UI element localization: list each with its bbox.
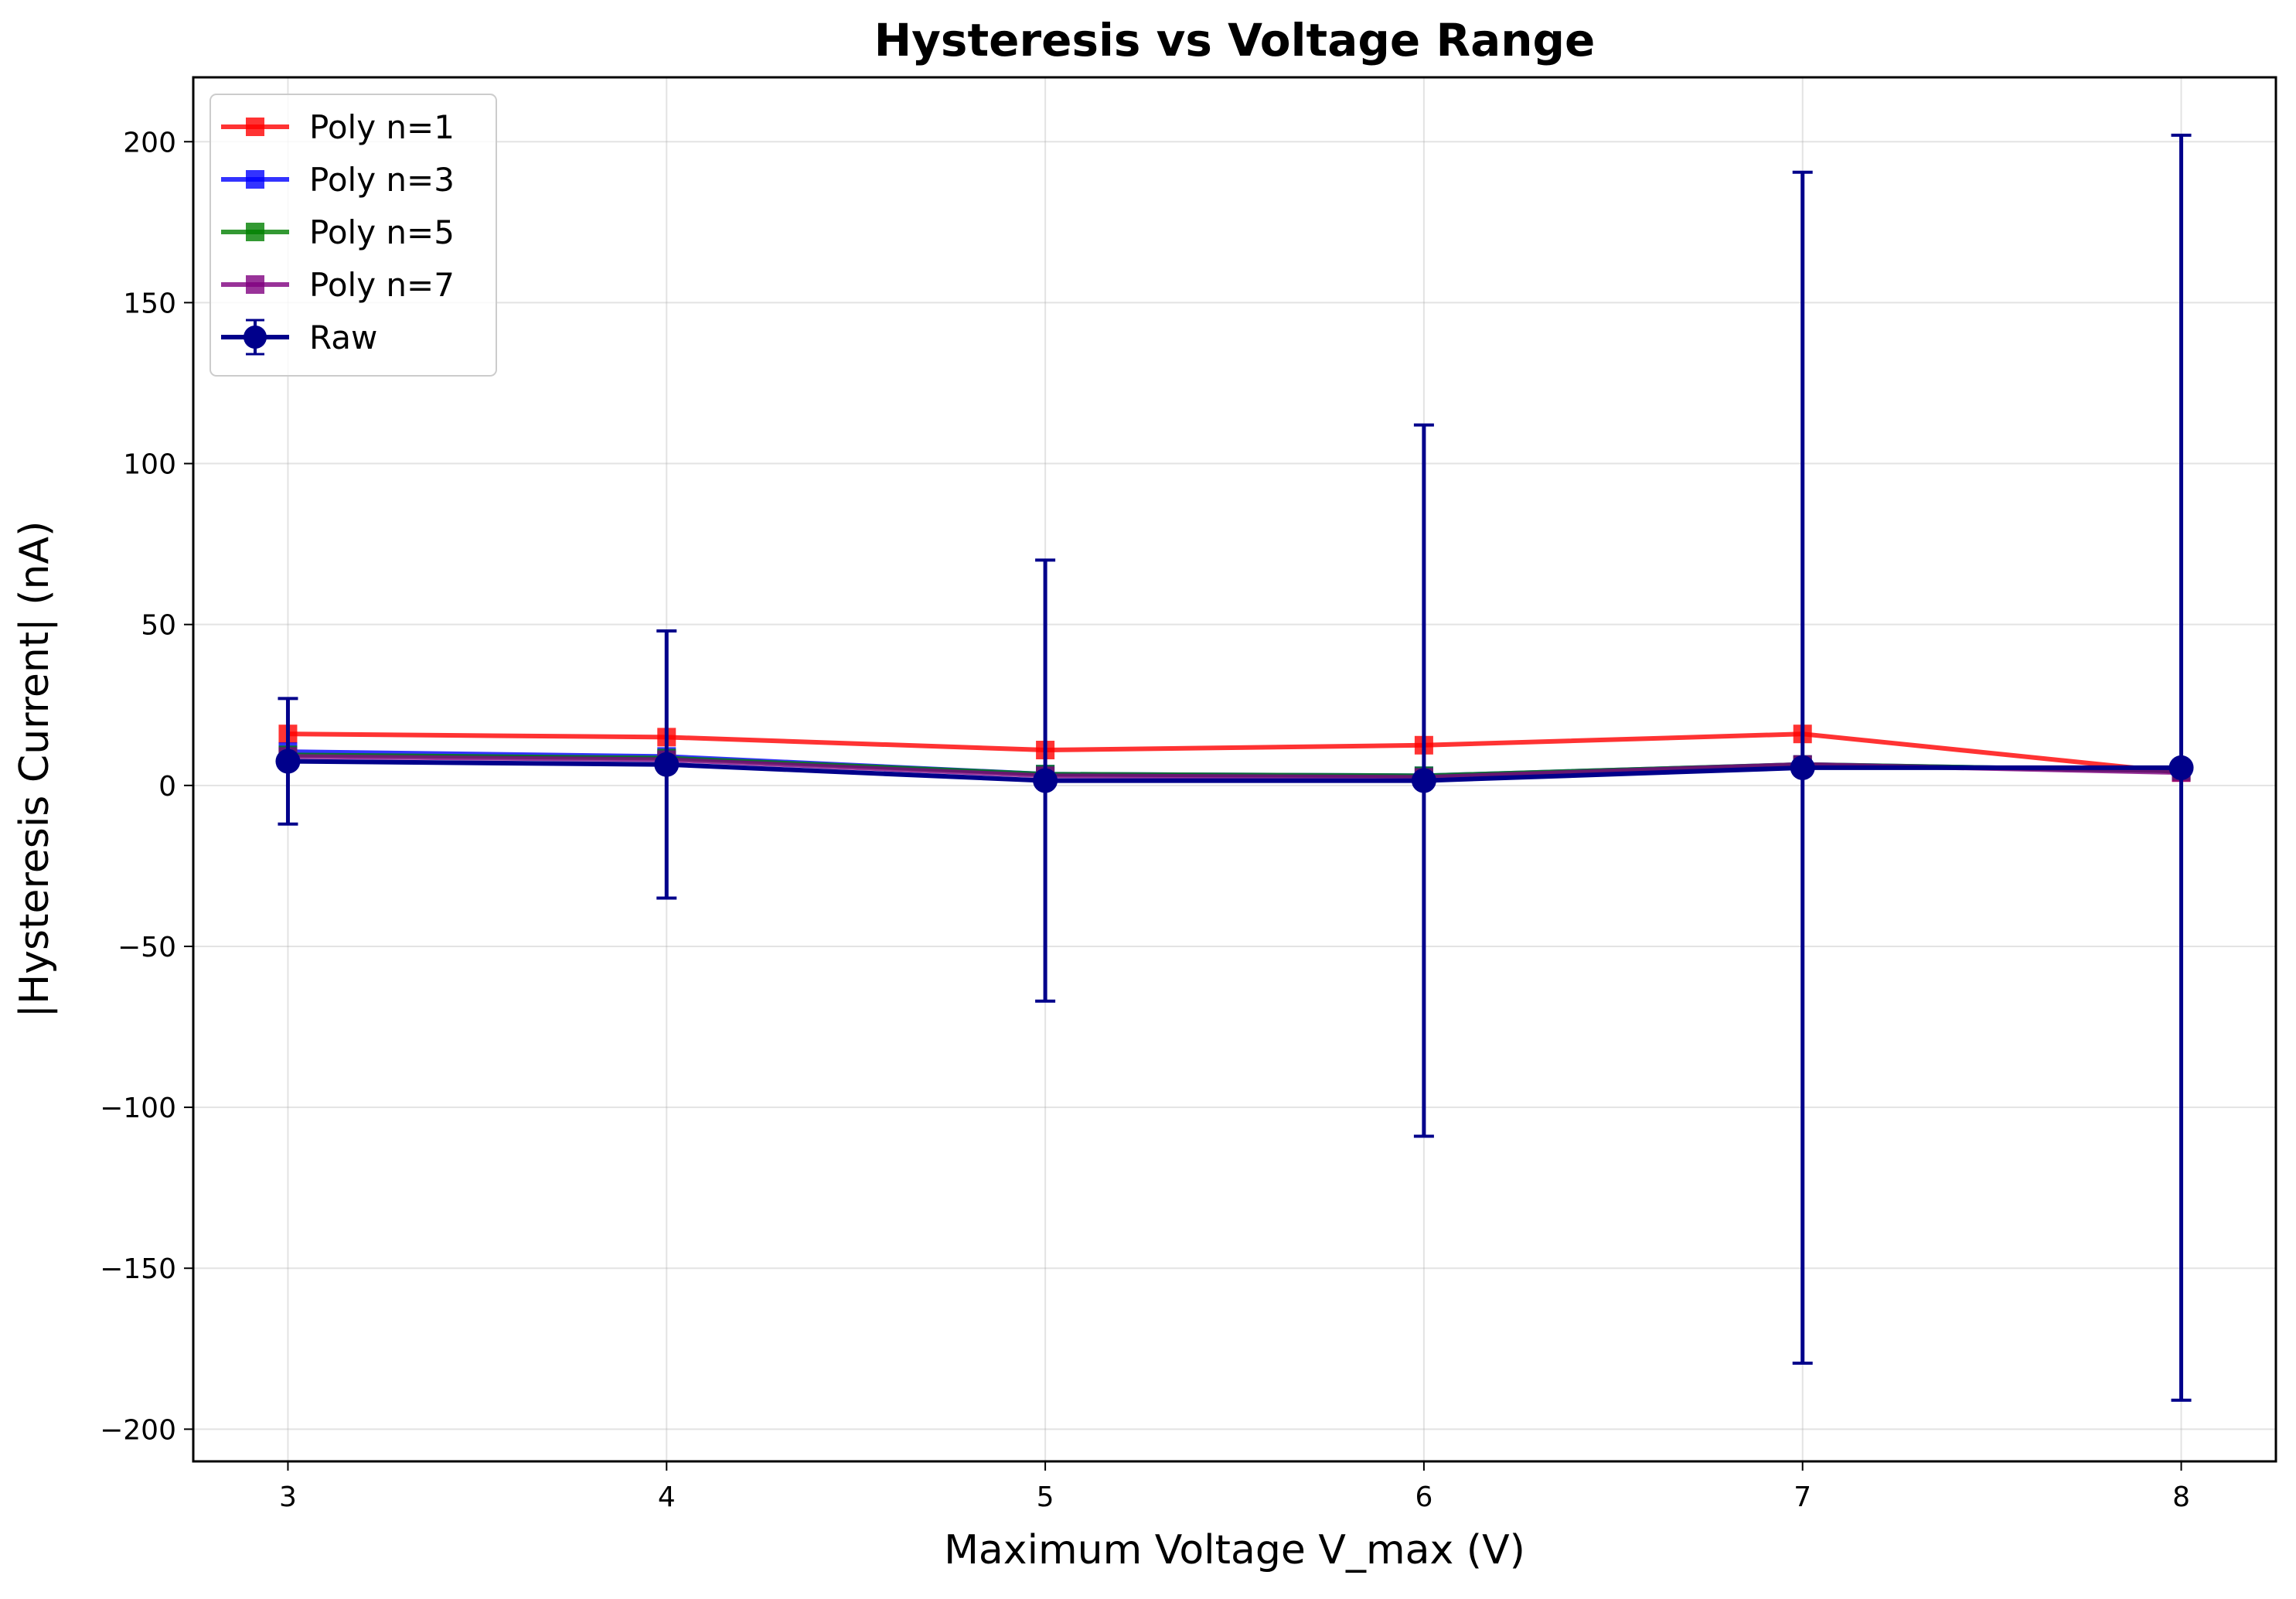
legend-entry: Poly n=3 — [221, 161, 455, 199]
chart-title: Hysteresis vs Voltage Range — [874, 14, 1596, 66]
y-axis-label: |Hysteresis Current| (nA) — [12, 521, 58, 1018]
y-tick-label: −150 — [100, 1253, 176, 1285]
legend-marker — [246, 170, 264, 189]
x-tick-label: 5 — [1037, 1481, 1054, 1513]
data-point — [1790, 755, 1815, 780]
x-tick-label: 6 — [1415, 1481, 1432, 1513]
plot-area-frame — [192, 76, 2277, 1463]
y-tick-label: −200 — [100, 1414, 176, 1446]
data-point — [275, 748, 301, 774]
legend-frame — [210, 94, 497, 377]
axis-ticks: 3 4 5 6 7 8 −200 −150 −100 −50 0 50 100 150 200 — [100, 127, 2190, 1513]
x-tick-label: 8 — [2172, 1481, 2190, 1513]
x-tick-label: 4 — [658, 1481, 676, 1513]
x-tick-label: 7 — [1794, 1481, 1811, 1513]
legend-label: Poly n=5 — [309, 213, 455, 251]
x-tick-label: 3 — [279, 1481, 297, 1513]
y-tick-label: −50 — [118, 932, 176, 963]
series-line — [288, 731, 2182, 776]
legend-marker — [246, 118, 264, 136]
legend-marker — [246, 223, 264, 241]
legend-label: Poly n=3 — [309, 161, 455, 199]
legend-entry: Poly n=5 — [221, 213, 455, 251]
legend-label: Poly n=1 — [309, 108, 455, 146]
data-point — [1411, 768, 1436, 793]
data-point — [1033, 768, 1058, 793]
legend-marker — [246, 275, 264, 294]
legend: Poly n=1 Poly n=3 Poly n=5 Poly n=7 Raw — [210, 94, 497, 377]
legend-marker — [244, 326, 267, 349]
y-tick-label: −100 — [100, 1093, 176, 1124]
legend-entry: Poly n=1 — [221, 108, 455, 146]
y-tick-label: 50 — [141, 610, 176, 642]
data-point — [2168, 755, 2194, 780]
series-raw — [275, 133, 2194, 1402]
legend-entry: Raw — [221, 319, 377, 356]
y-tick-label: 200 — [123, 127, 176, 159]
y-tick-label: 150 — [123, 288, 176, 319]
y-tick-label: 100 — [123, 449, 176, 481]
legend-label: Raw — [309, 319, 377, 356]
y-tick-label: 0 — [158, 771, 176, 803]
series-line — [288, 759, 2182, 783]
legend-entry: Poly n=7 — [221, 266, 455, 304]
series-layer — [275, 133, 2194, 1402]
legend-label: Poly n=7 — [309, 266, 455, 304]
data-point — [654, 752, 680, 777]
x-axis-label: Maximum Voltage V_max (V) — [944, 1527, 1525, 1573]
